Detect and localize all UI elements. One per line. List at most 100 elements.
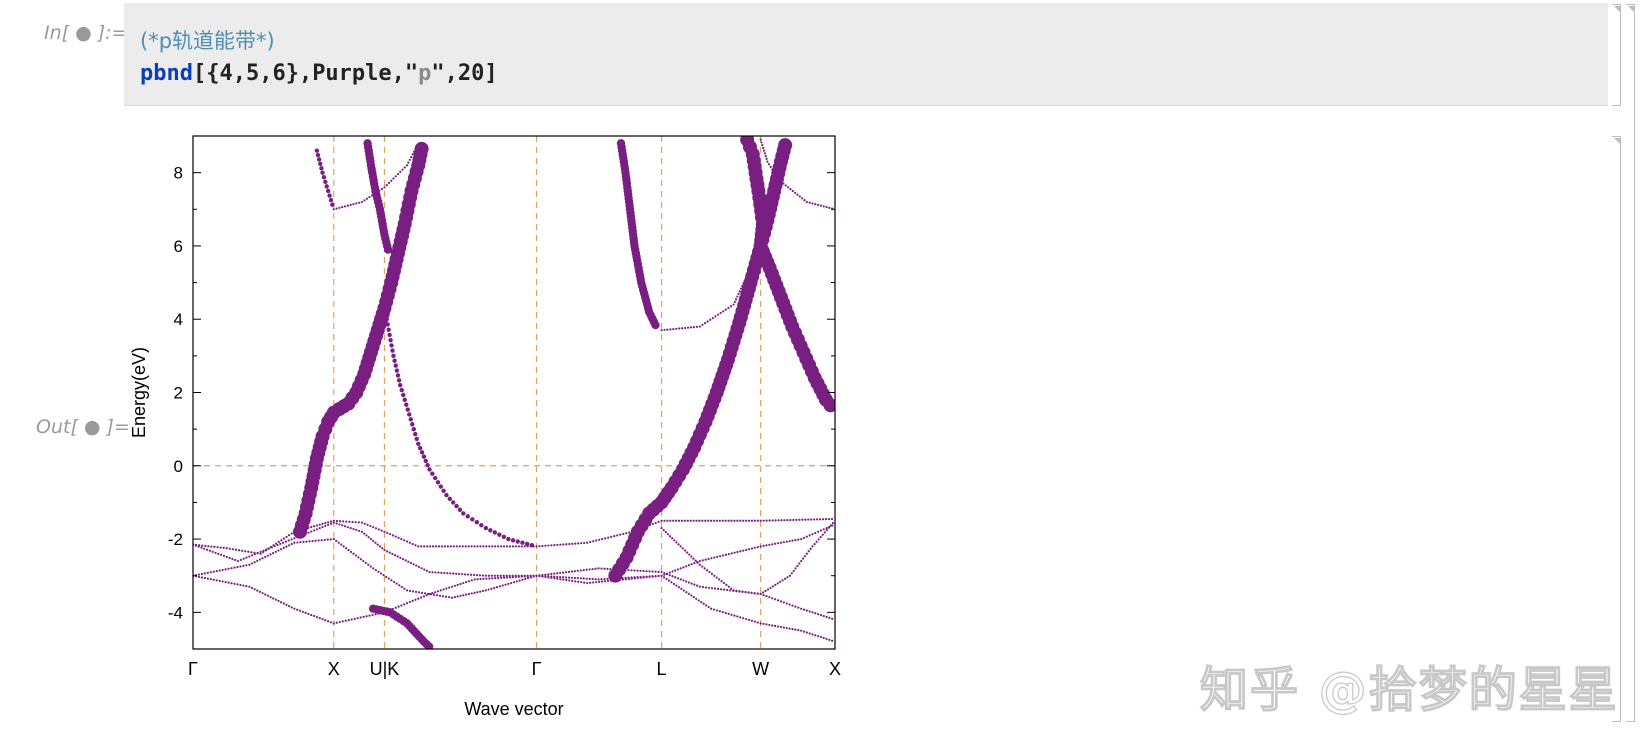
band-point <box>757 250 760 253</box>
band-point <box>776 582 779 585</box>
band-point <box>241 549 244 552</box>
code-args-suffix: ",20] <box>431 61 498 86</box>
band-point <box>742 549 745 552</box>
band-point <box>744 276 748 280</box>
band-point <box>695 597 698 600</box>
band-point <box>592 540 595 543</box>
band-point <box>642 569 645 573</box>
band-point <box>690 563 693 566</box>
band-point <box>343 525 347 528</box>
band-point <box>327 620 330 623</box>
band-point <box>367 563 370 566</box>
band-point <box>665 572 669 575</box>
band-point <box>290 532 293 535</box>
band-point <box>203 572 206 575</box>
band-point <box>301 610 304 613</box>
band-point <box>497 545 500 548</box>
band-point <box>388 337 393 343</box>
band-point <box>396 555 399 558</box>
band-point <box>380 187 384 191</box>
band-point <box>736 615 739 618</box>
band-point <box>603 567 606 570</box>
band-point <box>384 317 389 322</box>
band-point <box>248 563 251 566</box>
band-point <box>739 287 743 290</box>
band-point <box>296 608 299 611</box>
band-point <box>730 587 733 590</box>
band-point <box>668 535 672 538</box>
band-point <box>389 533 392 536</box>
band-point <box>766 588 770 591</box>
band-point <box>688 553 691 556</box>
band-point <box>805 200 808 204</box>
band-point <box>802 536 806 539</box>
band-point <box>301 528 304 531</box>
band-point <box>212 578 215 581</box>
band-point <box>529 545 532 548</box>
band-point <box>618 568 621 571</box>
band-point <box>685 580 688 583</box>
band-point <box>753 519 756 522</box>
band-point <box>544 544 547 547</box>
band-point <box>250 562 254 565</box>
band-point <box>707 586 711 589</box>
band-point <box>308 540 311 543</box>
band-point <box>218 569 221 572</box>
band-point <box>517 575 520 578</box>
band-point <box>735 589 738 592</box>
band-point <box>414 544 417 547</box>
band-point <box>672 582 676 586</box>
band-point <box>774 173 777 176</box>
band-point <box>265 548 268 551</box>
band-point <box>573 570 576 573</box>
band-point <box>508 545 512 548</box>
band-point <box>822 614 825 618</box>
band-point <box>315 524 318 527</box>
output-cell-bracket[interactable] <box>1612 136 1621 722</box>
band-point <box>387 577 390 580</box>
band-point <box>200 576 203 579</box>
band-point <box>269 595 272 599</box>
band-point <box>701 585 704 589</box>
band-point <box>448 586 451 589</box>
band-point <box>648 524 651 527</box>
band-point <box>561 571 565 574</box>
band-point <box>453 595 456 599</box>
band-point <box>800 537 803 541</box>
band-point <box>360 530 364 533</box>
band-point <box>434 571 437 574</box>
band-point <box>250 551 253 554</box>
band-point <box>396 378 402 383</box>
band-point <box>657 574 660 577</box>
band-point <box>759 545 762 548</box>
band-point <box>733 551 736 554</box>
band-point <box>765 519 768 522</box>
band-point <box>282 602 285 605</box>
band-point <box>801 518 804 521</box>
band-point <box>483 525 489 531</box>
input-cell[interactable]: (*p轨道能带*) pbnd[{4,5,6},Purple,"p",20] <box>124 3 1608 106</box>
band-point <box>576 577 579 580</box>
band-point <box>710 587 714 590</box>
band-point <box>663 573 666 576</box>
group-bracket[interactable] <box>1626 4 1635 722</box>
band-point <box>784 184 787 187</box>
band-point <box>675 327 678 330</box>
band-point <box>320 539 323 542</box>
band-point <box>782 626 785 629</box>
band-point <box>496 574 499 577</box>
band-point <box>805 631 808 634</box>
band-point <box>476 578 479 581</box>
band-point <box>637 528 640 531</box>
band-point <box>403 166 406 169</box>
band-point <box>822 528 825 531</box>
band-point <box>612 568 615 571</box>
band-point <box>462 594 465 597</box>
band-point <box>420 545 423 548</box>
band-point <box>657 570 660 573</box>
band-point <box>698 325 701 328</box>
band-point <box>825 528 828 532</box>
input-cell-bracket[interactable] <box>1612 4 1621 106</box>
band-point <box>399 556 402 559</box>
band-point <box>583 581 586 584</box>
